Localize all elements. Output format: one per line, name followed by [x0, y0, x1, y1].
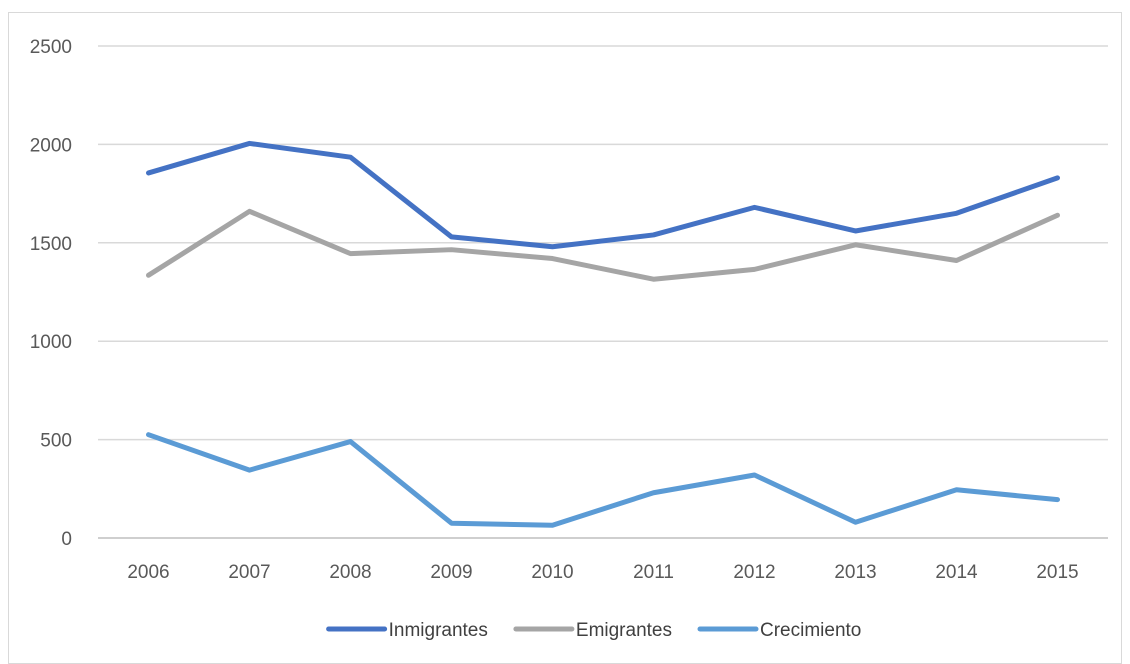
x-tick-label: 2008 — [329, 562, 371, 583]
x-tick-label: 2014 — [935, 562, 978, 583]
legend-label: Inmigrantes — [389, 620, 488, 641]
legend-item: Emigrantes — [516, 620, 672, 641]
y-tick-label: 2000 — [30, 135, 72, 156]
series-line-inmigrantes — [149, 143, 1058, 246]
y-axis-ticks: 0 500 1000 1500 2000 2500 — [30, 37, 72, 550]
y-tick-label: 1500 — [30, 234, 72, 255]
legend-item: Crecimiento — [700, 620, 861, 641]
series-line-crecimiento — [149, 435, 1058, 526]
y-tick-label: 1000 — [30, 332, 72, 353]
y-tick-label: 0 — [61, 529, 72, 550]
x-tick-label: 2010 — [531, 562, 573, 583]
x-tick-label: 2013 — [834, 562, 876, 583]
x-tick-label: 2009 — [430, 562, 472, 583]
legend: Inmigrantes Emigrantes Crecimiento — [329, 620, 862, 641]
series-lines — [149, 143, 1058, 525]
x-tick-label: 2006 — [127, 562, 169, 583]
x-tick-label: 2012 — [733, 562, 775, 583]
x-tick-label: 2015 — [1036, 562, 1078, 583]
legend-item: Inmigrantes — [329, 620, 488, 641]
y-tick-label: 2500 — [30, 37, 72, 58]
x-tick-label: 2011 — [633, 562, 674, 583]
y-tick-label: 500 — [40, 431, 72, 452]
x-tick-label: 2007 — [228, 562, 270, 583]
legend-label: Crecimiento — [760, 620, 861, 641]
legend-label: Emigrantes — [576, 620, 672, 641]
x-axis-ticks: 2006 2007 2008 2009 2010 2011 2012 2013 2014 2015 — [127, 562, 1078, 583]
gridlines — [98, 46, 1108, 538]
